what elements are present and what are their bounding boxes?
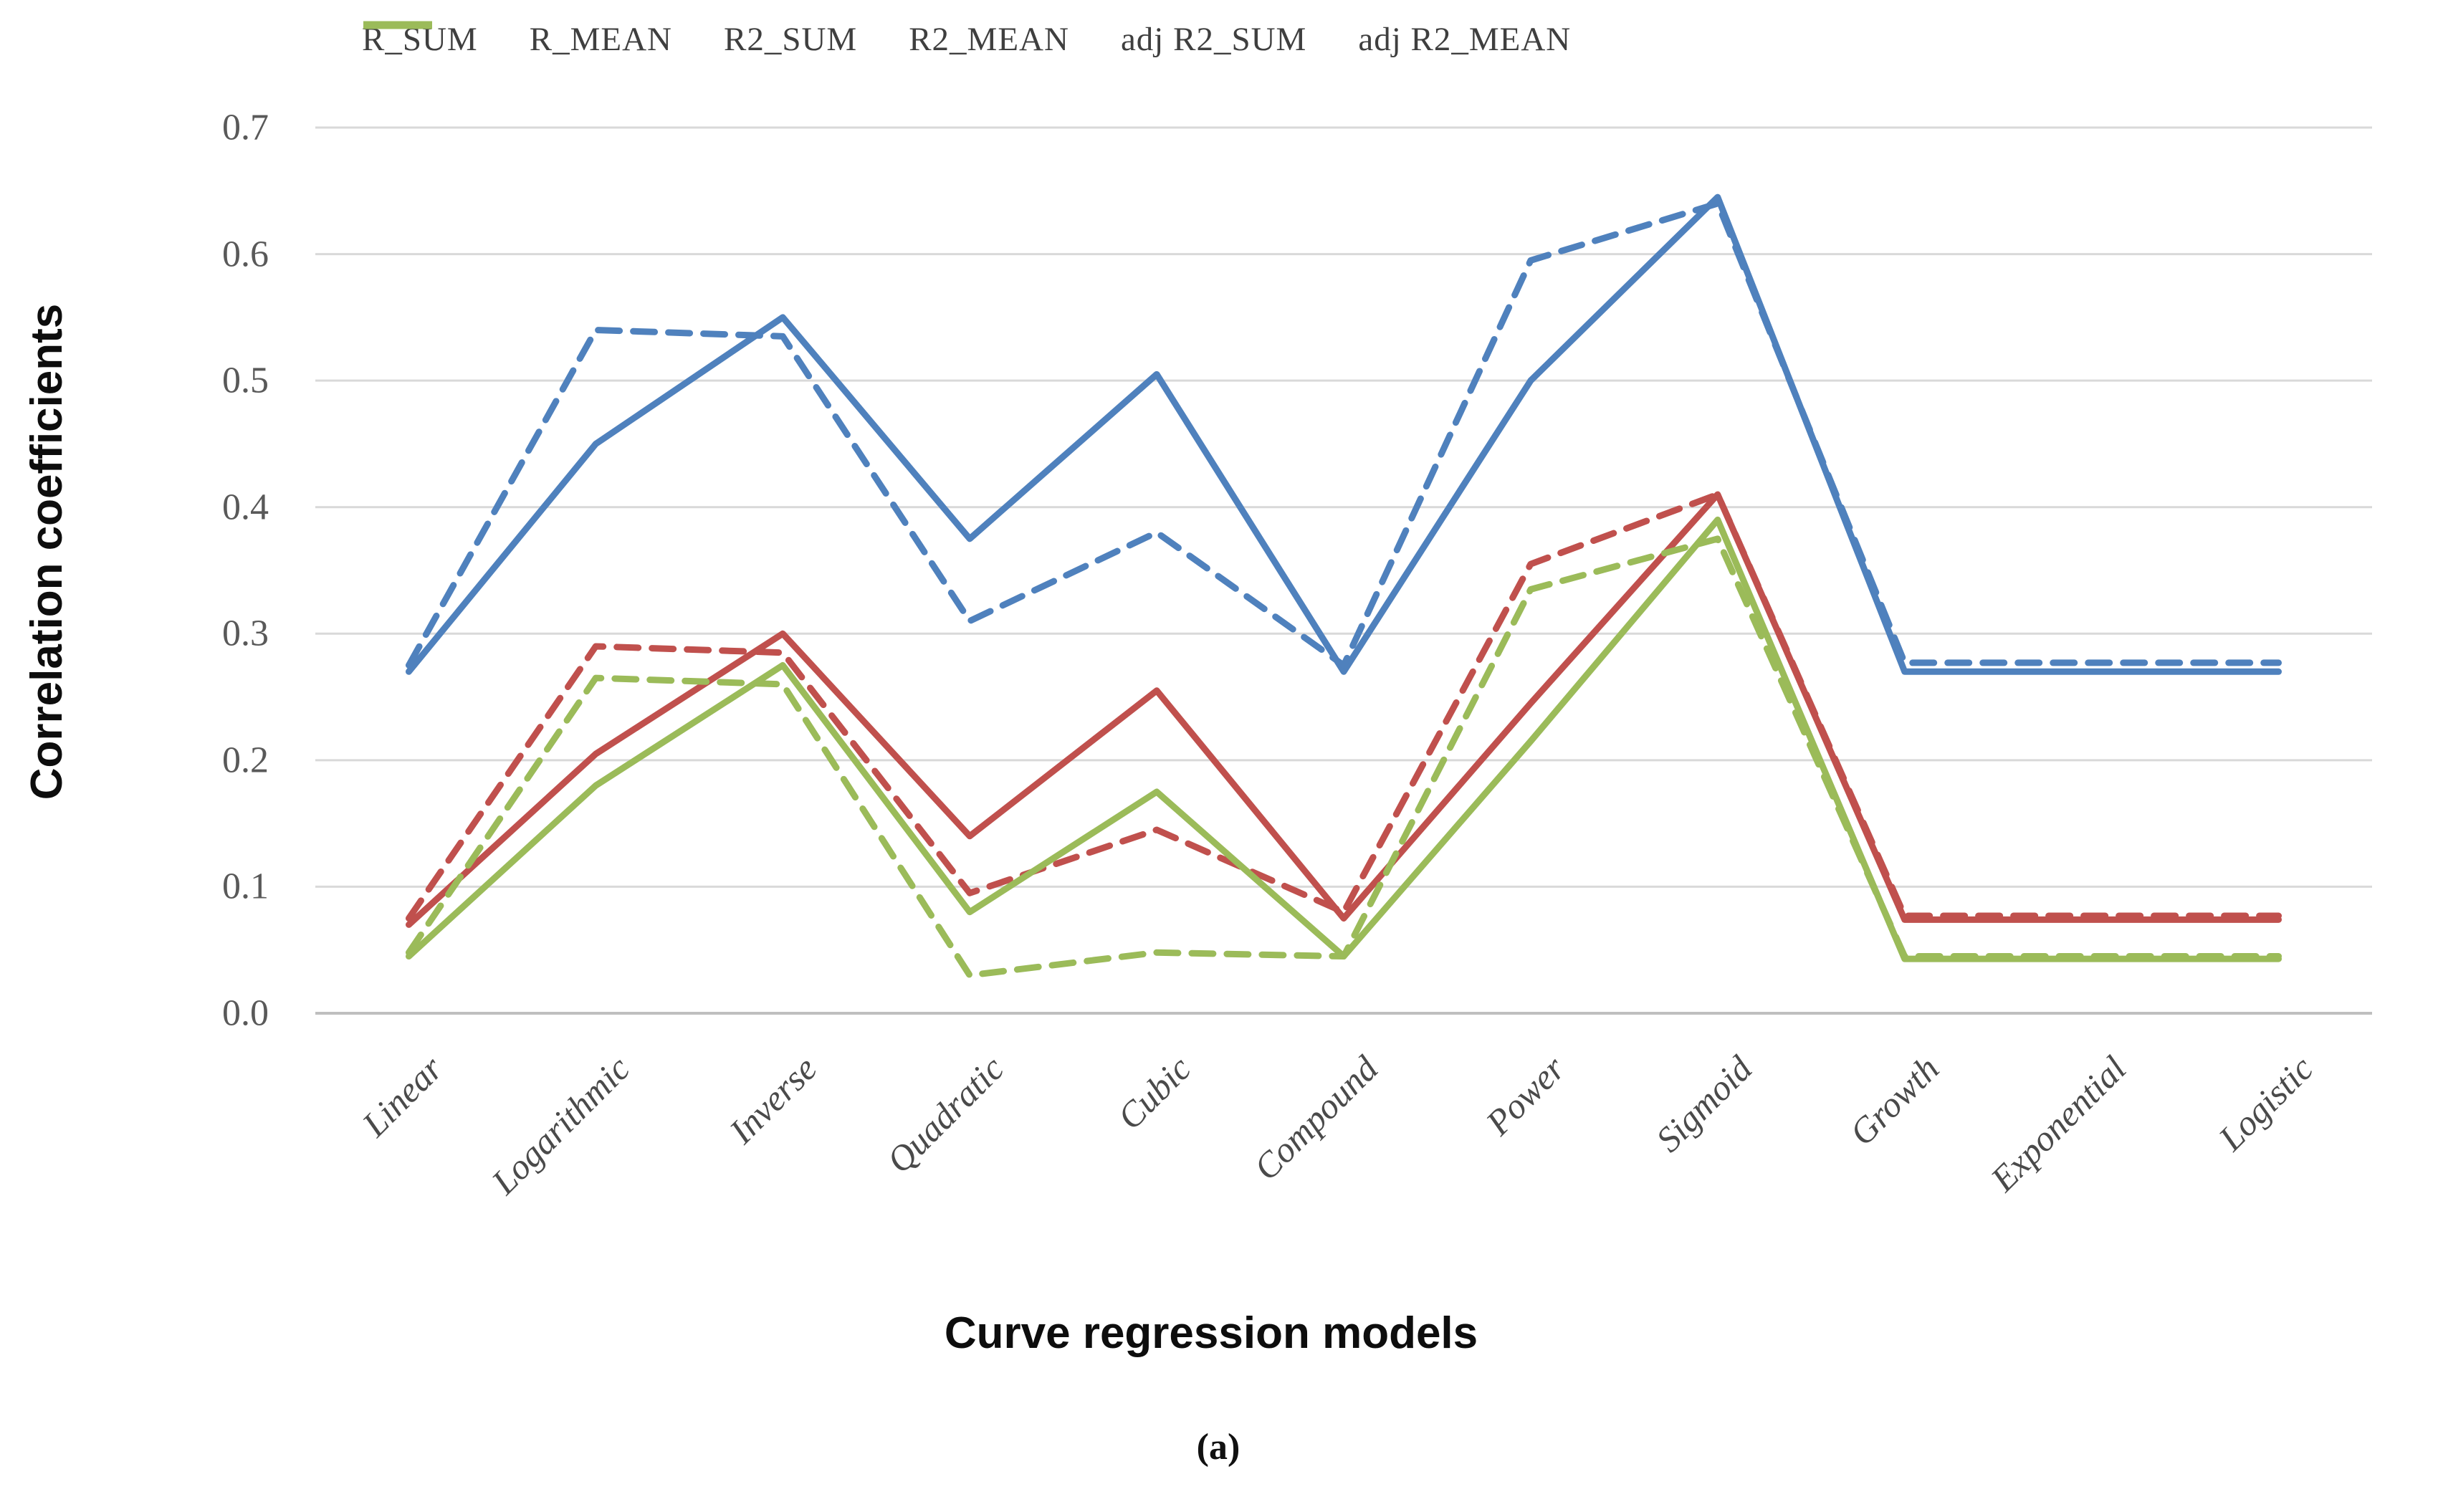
y-tick-label: 0.4	[222, 487, 269, 528]
y-tick-label: 0.2	[222, 740, 269, 781]
y-tick-label: 0.7	[222, 107, 269, 148]
legend-label: R2_MEAN	[909, 21, 1069, 58]
legend-item-R2_SUM: R2_SUM	[363, 20, 858, 59]
legend-item-adj-R2_SUM: adj R2_SUM	[363, 20, 1307, 59]
legend-item-R_MEAN: R_MEAN	[363, 20, 672, 59]
y-tick-label: 0.3	[222, 613, 269, 654]
y-tick-label: 0.0	[222, 992, 269, 1034]
dashed-line-sample-icon	[363, 21, 432, 29]
legend-item-adj-R2_MEAN: adj R2_MEAN	[363, 20, 1572, 59]
legend-item-R2_MEAN: R2_MEAN	[363, 20, 1069, 59]
figure-caption: (a)	[1196, 1427, 1240, 1468]
y-axis-title: Correlation coefficients	[22, 303, 72, 800]
legend-label: adj R2_MEAN	[1358, 21, 1572, 58]
x-axis-title: Curve regression models	[944, 1308, 1478, 1358]
y-tick-label: 0.5	[222, 360, 269, 401]
legend-label: R_MEAN	[529, 21, 672, 58]
series-line-R2_MEAN	[405, 491, 2282, 922]
series-line-R_MEAN	[405, 200, 2282, 669]
series-line-adj-R2_MEAN	[405, 535, 2282, 979]
series-line-R2_SUM	[405, 491, 2282, 928]
legend-label: adj R2_SUM	[1120, 21, 1307, 58]
y-tick-label: 0.1	[222, 866, 269, 907]
y-tick-label: 0.6	[222, 234, 269, 275]
series-line-R_SUM	[405, 193, 2282, 675]
series-line-adj-R2_SUM	[405, 516, 2282, 962]
legend: R_SUM R_MEAN R2_SUM R2_MEAN adj R2_SUM adj R2…	[362, 20, 2431, 59]
legend-label: R2_SUM	[723, 21, 858, 58]
